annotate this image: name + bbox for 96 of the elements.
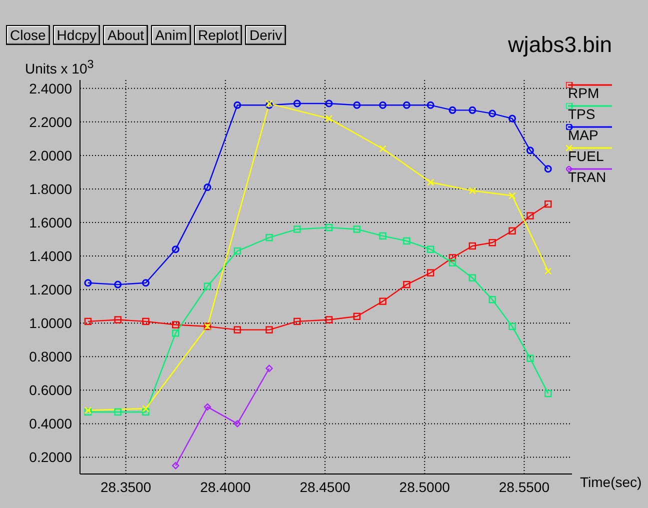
point <box>172 246 180 254</box>
point <box>544 200 552 208</box>
x-tick-label: 28.3500 <box>100 478 152 495</box>
point <box>114 408 122 416</box>
point <box>508 322 516 330</box>
point <box>204 403 212 411</box>
x-tick-label: 28.4000 <box>200 478 251 495</box>
point <box>379 298 386 305</box>
point <box>488 296 496 304</box>
point <box>266 364 273 372</box>
point <box>84 279 92 287</box>
point <box>379 145 386 152</box>
point <box>266 234 273 242</box>
text: Replot <box>194 25 242 45</box>
point <box>448 254 456 262</box>
point <box>234 101 242 109</box>
point <box>172 462 180 470</box>
point <box>114 280 122 288</box>
point <box>488 110 496 118</box>
legend-label: TRAN <box>568 169 606 185</box>
text: Anim <box>151 25 191 45</box>
point <box>544 390 552 398</box>
legend-label: RPM <box>568 85 600 101</box>
point <box>142 318 150 326</box>
point <box>353 226 360 233</box>
point <box>403 280 410 288</box>
point <box>468 242 476 250</box>
point <box>234 247 241 255</box>
point <box>266 326 273 334</box>
point <box>468 106 476 114</box>
point <box>544 268 552 275</box>
point <box>325 114 333 122</box>
x-tick-label: 28.5000 <box>399 478 450 495</box>
point <box>526 212 534 220</box>
y-tick-label: 2.2000 <box>29 114 72 130</box>
point <box>142 408 150 416</box>
x-axis-title: Time(sec) <box>580 474 642 490</box>
text: Close <box>6 25 50 45</box>
point <box>403 237 410 245</box>
text: Hdcpy <box>52 25 100 45</box>
point <box>448 106 456 114</box>
y-tick-label: 0.4000 <box>29 416 72 432</box>
y-tick-label: 1.6000 <box>29 214 72 230</box>
legend-label: MAP <box>568 127 598 143</box>
point <box>172 330 180 337</box>
point <box>468 274 476 282</box>
point <box>544 165 552 173</box>
y-tick-label: 2.0000 <box>29 147 72 164</box>
x-tick-label: 28.5500 <box>498 478 550 495</box>
point <box>402 101 410 109</box>
point <box>526 354 534 362</box>
point <box>142 405 150 412</box>
point <box>488 239 496 246</box>
point <box>468 187 476 194</box>
chart-title: wjabs3.bin <box>508 32 612 58</box>
point <box>526 146 534 154</box>
point <box>426 269 434 276</box>
point <box>426 101 434 109</box>
point <box>325 316 333 324</box>
point <box>234 326 241 334</box>
y-tick-label: 1.2000 <box>29 282 72 298</box>
point <box>379 232 386 240</box>
legend-label: FUEL <box>568 148 604 164</box>
y-tick-label: 0.2000 <box>29 449 72 466</box>
point <box>508 114 516 122</box>
y-tick-label: 2.4000 <box>29 80 72 96</box>
point <box>172 321 180 328</box>
point <box>114 316 122 324</box>
y-tick-label: 0.8000 <box>29 348 72 365</box>
point <box>204 184 212 192</box>
point <box>294 318 301 326</box>
y-tick-label: 1.4000 <box>29 248 72 264</box>
point <box>142 279 150 287</box>
point <box>426 178 434 186</box>
y-tick-label: 1.0000 <box>29 315 72 332</box>
point <box>353 312 360 320</box>
point <box>294 226 301 233</box>
y-tick-label: 1.8000 <box>29 180 72 197</box>
point <box>379 101 387 109</box>
point <box>426 246 434 253</box>
text: Deriv <box>245 25 286 45</box>
point <box>84 318 92 326</box>
y-tick-label: 0.6000 <box>29 382 72 398</box>
y-axis-title: Units x 10$^{3}$ <box>25 58 94 77</box>
point <box>353 101 361 109</box>
legend-label: TPS <box>568 106 596 122</box>
point <box>293 100 301 108</box>
x-tick-label: 28.4500 <box>300 478 351 495</box>
point <box>508 227 516 234</box>
point <box>234 420 241 428</box>
point <box>508 192 516 200</box>
point <box>448 259 456 266</box>
point <box>204 282 212 290</box>
point <box>325 224 333 232</box>
point <box>325 100 333 108</box>
text: About <box>103 25 148 45</box>
